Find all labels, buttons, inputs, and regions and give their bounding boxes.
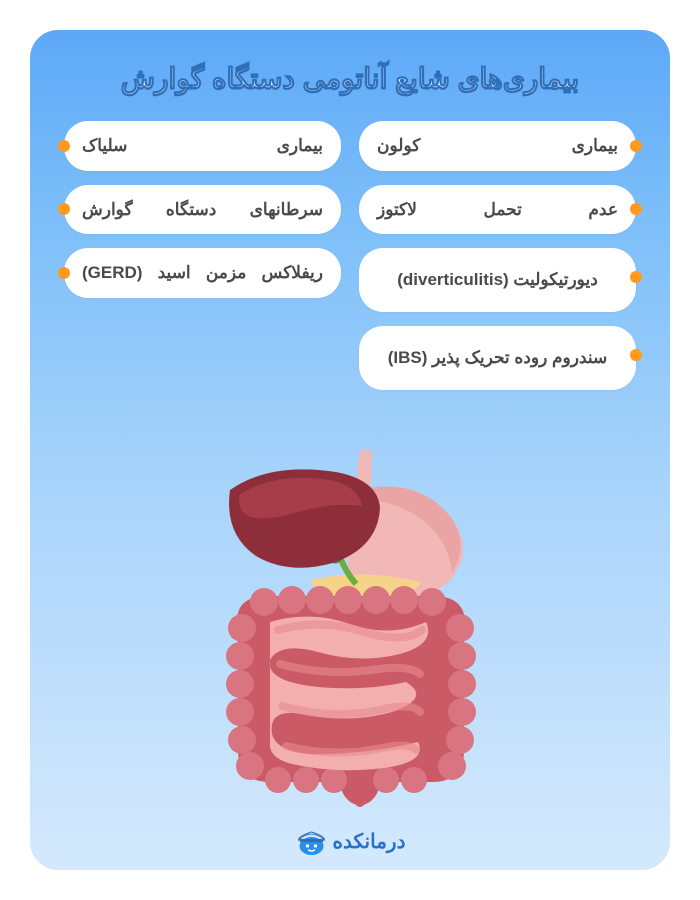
bullet-dot (630, 203, 642, 215)
bullet-dot (630, 349, 642, 361)
brand-logo: درمانکده (295, 826, 406, 856)
disease-columns: بیماری کولون عدم تحمل لاکتوز دیورتیکولیت… (64, 121, 636, 390)
bullet-dot (58, 203, 70, 215)
bullet-dot (630, 271, 642, 283)
bullet-dot (630, 140, 642, 152)
disease-label: عدم تحمل لاکتوز (377, 197, 618, 223)
logo-text: درمانکده (333, 829, 406, 854)
disease-label: ریفلاکس مزمن اسید (GERD) (82, 260, 323, 286)
infographic-card: بیماری‌های شایع آناتومی دستگاه گوارش بیم… (30, 30, 670, 870)
column-right: بیماری کولون عدم تحمل لاکتوز دیورتیکولیت… (359, 121, 636, 390)
digestive-system-illustration (160, 450, 540, 810)
bullet-dot (58, 267, 70, 279)
disease-pill: عدم تحمل لاکتوز (359, 185, 636, 235)
page-title: بیماری‌های شایع آناتومی دستگاه گوارش (64, 62, 636, 95)
disease-pill: سندروم روده تحریک پذیر (IBS) (359, 326, 636, 390)
disease-label: سندروم روده تحریک پذیر (IBS) (377, 345, 618, 371)
disease-pill: دیورتیکولیت (diverticulitis) (359, 248, 636, 312)
disease-pill: بیماری کولون (359, 121, 636, 171)
disease-label: سرطانهای دستگاه گوارش (82, 197, 323, 223)
disease-label: بیماری کولون (377, 133, 618, 159)
disease-pill: بیماری سلیاک (64, 121, 341, 171)
disease-label: بیماری سلیاک (82, 133, 323, 159)
bullet-dot (58, 140, 70, 152)
logo-icon (295, 826, 329, 856)
column-left: بیماری سلیاک سرطانهای دستگاه گوارش ریفلا… (64, 121, 341, 390)
disease-label: دیورتیکولیت (diverticulitis) (377, 267, 618, 293)
disease-pill: ریفلاکس مزمن اسید (GERD) (64, 248, 341, 298)
disease-pill: سرطانهای دستگاه گوارش (64, 185, 341, 235)
